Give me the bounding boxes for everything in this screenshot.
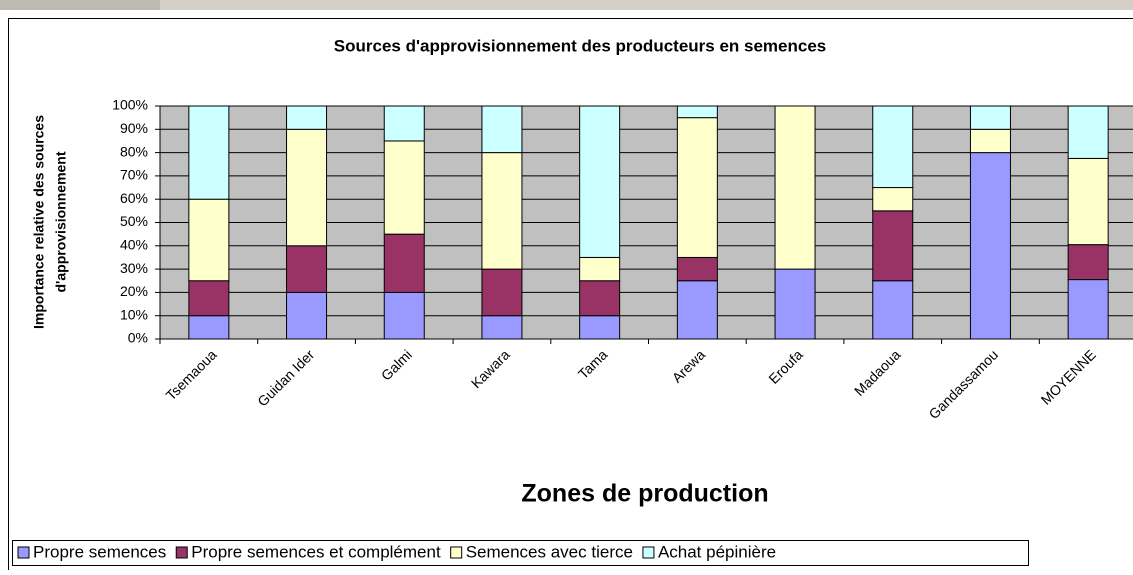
y-tick-label: 90%	[120, 120, 148, 136]
legend-label: Semences avec tierce	[466, 542, 633, 561]
bar-segment	[677, 106, 717, 118]
bar-segment	[287, 129, 327, 246]
legend-swatch	[176, 547, 187, 558]
bar-segment	[482, 269, 522, 316]
bar-segment	[189, 106, 229, 199]
window-tab	[0, 0, 160, 10]
bar-segment	[677, 281, 717, 339]
legend-label: Propre semences	[33, 542, 166, 561]
bar-segment	[580, 281, 620, 316]
bar-segment	[873, 281, 913, 339]
bar-segment	[580, 106, 620, 257]
legend-label: Propre semences et complément	[191, 542, 441, 561]
bar-segment	[873, 106, 913, 188]
bar-segment	[384, 141, 424, 234]
y-tick-label: 30%	[120, 260, 148, 276]
bar-segment	[1068, 106, 1108, 158]
x-axis-title: Zones de production	[521, 480, 768, 508]
y-tick-label: 0%	[128, 330, 148, 346]
bar-segment	[970, 129, 1010, 152]
bar-segment	[677, 257, 717, 280]
y-tick-label: 20%	[120, 283, 148, 299]
y-tick-label: 60%	[120, 190, 148, 206]
bar-segment	[287, 246, 327, 293]
y-axis-title: Importance relative des sources	[31, 115, 47, 329]
bar-segment	[873, 188, 913, 211]
bar-segment	[970, 106, 1010, 129]
legend-swatch	[451, 547, 462, 558]
y-tick-label: 50%	[120, 213, 148, 229]
bar-segment	[482, 106, 522, 153]
bar-segment	[873, 211, 913, 281]
y-tick-label: 40%	[120, 237, 148, 253]
bar-segment	[775, 106, 815, 269]
bar-segment	[287, 106, 327, 129]
bar-segment	[580, 257, 620, 280]
y-tick-label: 80%	[120, 143, 148, 159]
bar-segment	[1068, 158, 1108, 244]
bar-segment	[189, 199, 229, 281]
bar-segment	[677, 118, 717, 258]
y-axis-title: d'approvisionnement	[53, 151, 69, 292]
legend-label: Achat pépinière	[658, 542, 776, 561]
window-strip	[0, 0, 1133, 10]
bar-segment	[384, 292, 424, 339]
bar-segment	[970, 153, 1010, 339]
bar-segment	[482, 153, 522, 270]
y-tick-label: 100%	[112, 97, 148, 113]
bar-segment	[580, 316, 620, 339]
bar-segment	[1068, 280, 1108, 339]
bar-segment	[189, 316, 229, 339]
bar-segment	[189, 281, 229, 316]
bar-segment	[384, 234, 424, 292]
bar-segment	[384, 106, 424, 141]
legend-swatch	[643, 547, 654, 558]
bar-segment	[1068, 245, 1108, 280]
y-tick-label: 70%	[120, 167, 148, 183]
y-tick-label: 10%	[120, 306, 148, 322]
bar-segment	[482, 316, 522, 339]
chart-title: Sources d'approvisionnement des producte…	[334, 36, 826, 55]
bar-segment	[775, 269, 815, 339]
legend-swatch	[18, 547, 29, 558]
bar-segment	[287, 292, 327, 339]
